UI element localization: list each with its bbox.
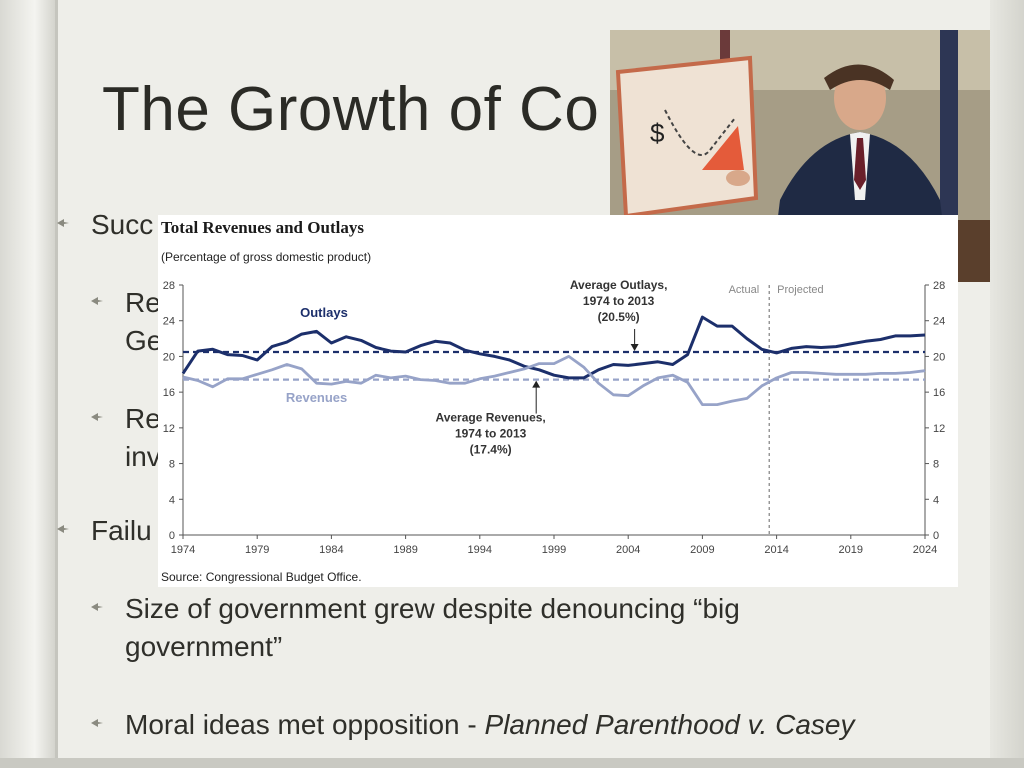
arrow-bullet-icon [91, 603, 103, 611]
y-tick-label-left: 4 [169, 494, 175, 506]
y-tick-label-right: 8 [933, 459, 939, 471]
x-tick-label: 1999 [542, 544, 566, 556]
arrow-bullet-icon [91, 413, 103, 421]
average-revenues-arrow [532, 380, 541, 388]
x-tick-label: 2019 [839, 544, 863, 556]
arrow-bullet-icon [57, 219, 69, 227]
x-tick-label: 2009 [690, 544, 714, 556]
arrow-bullet-icon [91, 297, 103, 305]
board-dollar-sign: $ [650, 118, 665, 148]
chart-panel: Total Revenues and Outlays (Percentage o… [158, 215, 958, 587]
page-bottom-edge [0, 758, 1024, 768]
average-revenues-annotation: Average Revenues, [435, 411, 545, 425]
average-outlays-annotation: 1974 to 2013 [583, 294, 655, 308]
y-tick-label-right: 4 [933, 494, 939, 506]
average-outlays-arrow [630, 343, 639, 351]
revenues-series-line [182, 355, 926, 406]
revenues-outlays-chart: Total Revenues and Outlays (Percentage o… [161, 218, 945, 584]
average-outlays-annotation: (20.5%) [598, 310, 640, 324]
sub-bullet-3: Size of government grew despite denounci… [91, 590, 855, 666]
chart-title: Total Revenues and Outlays [161, 218, 364, 237]
x-tick-label: 2024 [913, 544, 937, 556]
y-tick-label-left: 12 [163, 423, 175, 435]
x-tick-label: 1984 [319, 544, 343, 556]
outlays-series-line [181, 315, 926, 380]
y-tick-label-left: 20 [163, 351, 175, 363]
y-tick-label-left: 24 [163, 316, 175, 328]
y-tick-label-right: 24 [933, 316, 945, 328]
y-tick-label-left: 8 [169, 459, 175, 471]
chart-source: Source: Congressional Budget Office. [161, 570, 362, 584]
y-tick-label-right: 12 [933, 423, 945, 435]
x-tick-label: 1989 [393, 544, 417, 556]
sub-bullet-1: Re Ge [91, 284, 185, 360]
outlays-series-label: Outlays [300, 305, 348, 320]
arrow-bullet-icon [91, 719, 103, 727]
bullet-2-text: Failu [91, 515, 152, 546]
actual-label: Actual [729, 284, 760, 296]
y-tick-label-left: 28 [163, 280, 175, 292]
page-edge [990, 0, 1024, 768]
sub-bullet-2-text: Re inv [125, 403, 161, 472]
average-revenues-annotation: (17.4%) [470, 443, 512, 457]
sub-bullet-2: Re inv [91, 400, 185, 476]
notebook-binding [0, 0, 58, 768]
x-tick-label: 2014 [764, 544, 788, 556]
sub-bullet-1-text: Re Ge [125, 287, 163, 356]
average-outlays-annotation: Average Outlays, [570, 278, 668, 292]
y-tick-label-right: 0 [933, 530, 939, 542]
y-tick-label-right: 20 [933, 351, 945, 363]
sub-bullet-4-text: Moral ideas met opposition - [125, 709, 485, 740]
case-name: Planned Parenthood v. Casey [484, 709, 855, 740]
x-tick-label: 2004 [616, 544, 640, 556]
y-tick-label-left: 0 [169, 530, 175, 542]
y-tick-label-right: 28 [933, 280, 945, 292]
sub-bullet-3-text: Size of government grew despite denounci… [125, 593, 740, 662]
bullet-2: Failu [57, 512, 152, 550]
x-tick-label: 1974 [171, 544, 195, 556]
arrow-bullet-icon [57, 525, 69, 533]
average-revenues-annotation: 1974 to 2013 [455, 427, 527, 441]
y-tick-label-left: 16 [163, 387, 175, 399]
chart-subtitle: (Percentage of gross domestic product) [161, 250, 371, 264]
projected-label: Projected [777, 284, 823, 296]
y-tick-label-right: 16 [933, 387, 945, 399]
bullet-1-text: Succ [91, 209, 154, 240]
sub-bullet-4: Moral ideas met opposition - Planned Par… [91, 706, 965, 744]
slide-title: The Growth of Co [102, 75, 600, 144]
x-tick-label: 1994 [468, 544, 492, 556]
revenues-series-label: Revenues [286, 390, 347, 405]
x-tick-label: 1979 [245, 544, 269, 556]
bullet-1: Succ [57, 206, 154, 244]
